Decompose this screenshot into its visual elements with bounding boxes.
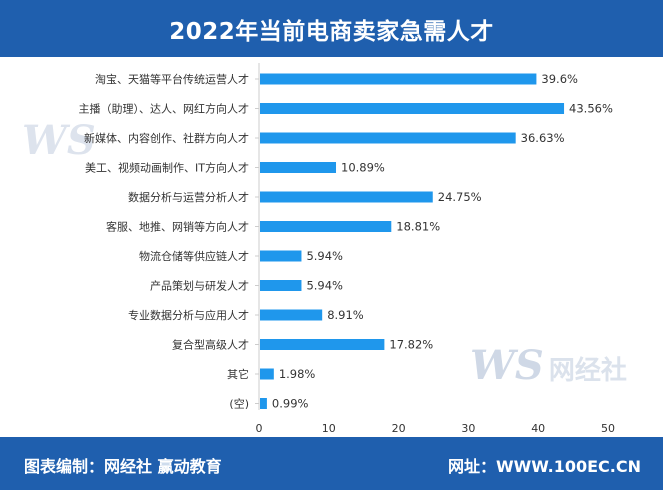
bar	[260, 162, 337, 173]
data-label: 17.82%	[389, 338, 433, 352]
category-label: 产品策划与研发人才	[150, 279, 249, 293]
bar	[260, 309, 323, 321]
chart-footer: 图表编制：网经社 赢动教育 网址：WWW.100EC.CN	[0, 437, 663, 490]
bar	[260, 103, 565, 114]
data-label: 1.98%	[279, 367, 316, 381]
category-label: 美工、视频动画制作、IT方向人才	[85, 161, 249, 175]
data-label: 18.81%	[396, 220, 440, 234]
data-label: 0.99%	[272, 397, 309, 411]
x-tick-label: 40	[531, 422, 545, 435]
category-label: 其它	[227, 367, 249, 381]
bar	[260, 221, 392, 232]
bar	[260, 132, 516, 144]
category-label: 复合型高级人才	[172, 338, 249, 352]
data-label: 24.75%	[438, 190, 482, 204]
bar	[260, 191, 433, 203]
chart-header: 2022年当前电商卖家急需人才	[0, 0, 663, 57]
category-label: 新媒体、内容创作、社群方向人才	[84, 131, 249, 145]
category-label: 客服、地推、网销等方向人才	[106, 220, 249, 234]
x-tick-label: 10	[322, 422, 336, 435]
x-tick-label: 30	[461, 422, 475, 435]
bar	[260, 250, 302, 262]
chart-area: WS WS 网经社 淘宝、天猫等平台传统运营人才 39.6% 主播（助理）、达人、网…	[0, 57, 663, 437]
x-tick-label: 50	[601, 422, 615, 435]
x-tick-label: 0	[256, 422, 263, 435]
bar	[260, 398, 267, 409]
category-label: (空)	[229, 397, 249, 411]
x-tick-label: 20	[392, 422, 406, 435]
bar-chart: 淘宝、天猫等平台传统运营人才 39.6% 主播（助理）、达人、网红方向人才 43.56…	[79, 63, 615, 435]
data-label: 39.6%	[541, 72, 578, 86]
data-label: 8.91%	[327, 308, 364, 322]
data-label: 5.94%	[306, 279, 343, 293]
category-label: 主播（助理）、达人、网红方向人才	[79, 102, 250, 116]
category-label: 物流仓储等供应链人才	[139, 249, 249, 263]
data-label: 5.94%	[306, 249, 343, 263]
category-label: 数据分析与运营分析人才	[128, 190, 249, 204]
bar	[260, 339, 385, 350]
data-label: 10.89%	[341, 161, 385, 175]
category-label: 专业数据分析与应用人才	[128, 308, 249, 322]
data-label: 43.56%	[569, 102, 613, 116]
bar	[260, 280, 302, 291]
footer-website: 网址：WWW.100EC.CN	[447, 457, 641, 476]
chart-title: 2022年当前电商卖家急需人才	[169, 18, 494, 45]
bar	[260, 368, 274, 380]
bar	[260, 73, 537, 85]
data-label: 36.63%	[521, 131, 565, 145]
category-label: 淘宝、天猫等平台传统运营人才	[95, 72, 249, 86]
footer-credit: 图表编制：网经社 赢动教育	[24, 457, 222, 476]
